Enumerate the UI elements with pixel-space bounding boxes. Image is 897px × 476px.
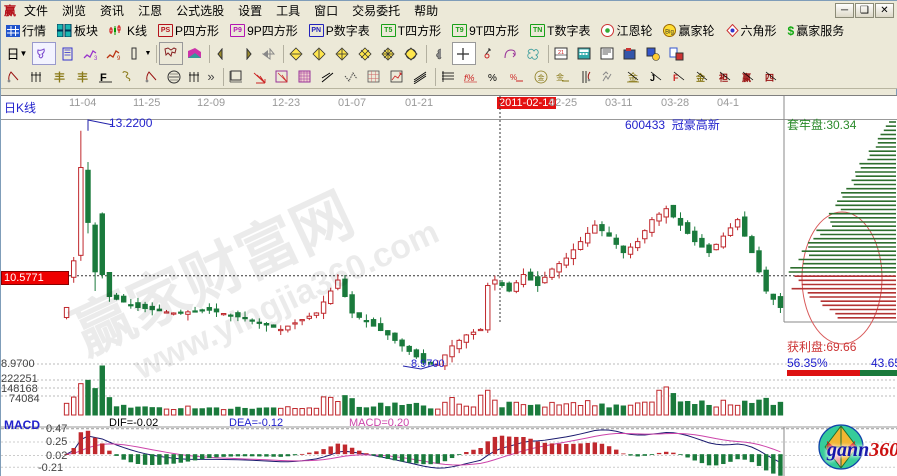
svg-text:丰: 丰: [54, 70, 65, 84]
svg-text:金: 金: [538, 73, 545, 82]
svg-text:3: 3: [94, 56, 98, 61]
svg-text:F: F: [673, 73, 679, 83]
svg-text:f%: f%: [464, 73, 475, 83]
svg-text:%: %: [488, 73, 497, 84]
svg-text:丰: 丰: [77, 70, 88, 84]
svg-text:9: 9: [117, 56, 121, 61]
svg-text:Big: Big: [666, 30, 675, 36]
